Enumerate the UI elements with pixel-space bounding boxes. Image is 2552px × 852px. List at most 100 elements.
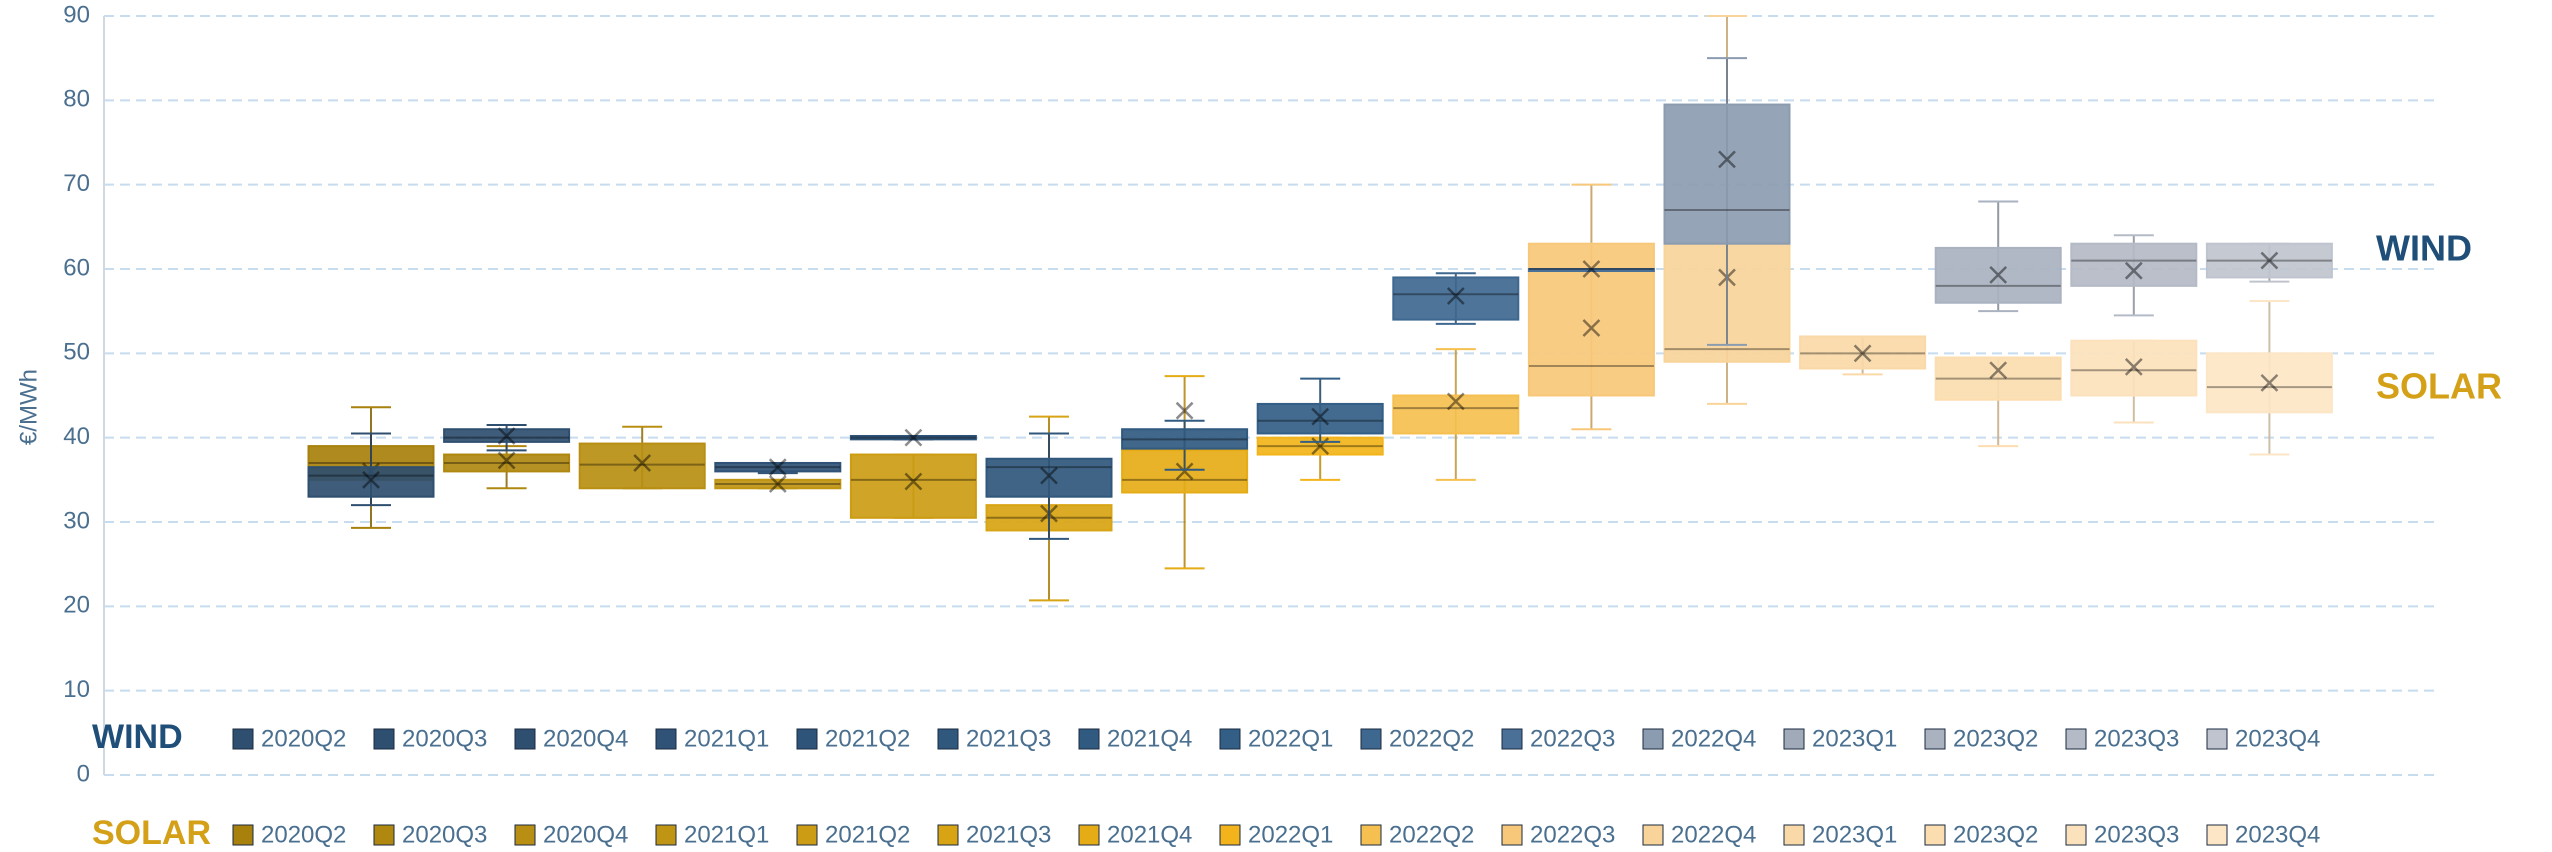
legend-label: 2023Q2 <box>1953 725 2038 752</box>
legend-label: 2022Q2 <box>1389 821 1474 848</box>
legend-label: 2022Q2 <box>1389 725 1474 752</box>
box <box>1934 246 2062 304</box>
legend-label: 2021Q2 <box>825 725 910 752</box>
box <box>578 442 706 490</box>
mean-marker <box>1040 466 1058 485</box>
mean-marker <box>1311 407 1330 426</box>
mean-marker <box>633 454 652 472</box>
legend-swatch <box>796 728 818 750</box>
legend-swatch <box>514 728 536 750</box>
mean-marker <box>2260 373 2279 392</box>
mean-marker <box>904 428 923 447</box>
legend-swatch <box>937 824 959 846</box>
y-tick-label: 70 <box>63 170 90 197</box>
box <box>1527 242 1655 397</box>
y-tick-label: 0 <box>77 760 90 787</box>
box <box>1799 335 1927 370</box>
legend-label: 2022Q3 <box>1530 821 1615 848</box>
legend-label: 2023Q4 <box>2235 725 2320 752</box>
box <box>307 466 435 498</box>
legend-swatch <box>796 824 818 846</box>
y-tick-label: 80 <box>63 86 90 113</box>
legend-swatch <box>232 728 254 750</box>
mean-marker <box>768 458 787 477</box>
legend-label: 2020Q3 <box>402 725 487 752</box>
mean-marker <box>1446 392 1465 411</box>
legend-swatch <box>2065 824 2087 846</box>
legend-swatch <box>1501 824 1523 846</box>
box <box>2070 339 2198 397</box>
legend-label: 2021Q3 <box>966 821 1051 848</box>
mean-marker <box>904 472 923 491</box>
legend-label: 2023Q2 <box>1953 821 2038 848</box>
legend-title: WIND <box>92 718 183 756</box>
legend-label: 2023Q3 <box>2094 821 2179 848</box>
mean-marker <box>2124 357 2143 376</box>
mean-marker <box>497 451 516 470</box>
legend-label: 2023Q1 <box>1812 725 1897 752</box>
legend-swatch <box>373 824 395 846</box>
box <box>2205 242 2333 279</box>
y-tick-label: 40 <box>63 423 90 450</box>
box <box>849 453 977 519</box>
box <box>1392 394 1520 435</box>
box <box>1121 428 1249 450</box>
legend-swatch <box>2065 728 2087 750</box>
legend-label: 2020Q2 <box>261 725 346 752</box>
legend-swatch <box>1783 824 1805 846</box>
mean-marker <box>2124 261 2143 280</box>
mean-marker <box>1582 260 1601 278</box>
legend-swatch <box>373 728 395 750</box>
legend-swatch <box>1501 728 1523 750</box>
legend-swatch <box>937 728 959 750</box>
mean-marker <box>1718 150 1736 169</box>
box <box>849 434 977 441</box>
mean-marker <box>1175 462 1194 481</box>
legend-swatch <box>1783 728 1805 750</box>
y-tick-label: 90 <box>63 1 90 28</box>
legend-title: SOLAR <box>92 814 211 852</box>
y-tick-label: 60 <box>63 254 90 281</box>
legend-label: 2021Q4 <box>1107 725 1192 752</box>
legend-swatch <box>1078 728 1100 750</box>
box <box>985 457 1113 498</box>
legend-label: 2020Q3 <box>402 821 487 848</box>
legend-swatch <box>1360 824 1382 846</box>
legend-swatch <box>655 824 677 846</box>
legend-label: 2021Q4 <box>1107 821 1192 848</box>
legend-label: 2022Q3 <box>1530 725 1615 752</box>
legend-label: 2023Q1 <box>1812 821 1897 848</box>
legend-swatch <box>1219 728 1241 750</box>
box <box>2070 242 2198 287</box>
mean-marker <box>1989 266 2008 284</box>
mean-marker <box>362 470 380 489</box>
y-tick-label: 10 <box>63 676 90 703</box>
legend-swatch <box>1219 824 1241 846</box>
box <box>443 453 571 473</box>
legend-swatch <box>1078 824 1100 846</box>
legend-swatch <box>2206 824 2228 846</box>
box <box>1663 103 1791 245</box>
box <box>2205 352 2333 414</box>
box <box>443 428 571 443</box>
series-label: SOLAR <box>2376 366 2502 407</box>
legend-label: 2023Q3 <box>2094 725 2179 752</box>
box <box>1527 268 1655 272</box>
box <box>1934 356 2062 401</box>
legend-label: 2022Q1 <box>1248 725 1333 752</box>
y-tick-label: 50 <box>63 339 90 366</box>
box <box>714 461 842 473</box>
legend-swatch <box>232 824 254 846</box>
mean-marker <box>1446 287 1465 305</box>
mean-marker <box>1175 401 1194 420</box>
legend-label: 2021Q3 <box>966 725 1051 752</box>
box <box>714 478 842 490</box>
legend-label: 2022Q4 <box>1671 821 1756 848</box>
legend-label: 2022Q1 <box>1248 821 1333 848</box>
legend-label: 2020Q2 <box>261 821 346 848</box>
mean-marker <box>2260 251 2279 270</box>
legend-swatch <box>1642 824 1664 846</box>
legend-label: 2021Q1 <box>684 821 769 848</box>
legend-swatch <box>1924 728 1946 750</box>
y-tick-label: 30 <box>63 507 90 534</box>
